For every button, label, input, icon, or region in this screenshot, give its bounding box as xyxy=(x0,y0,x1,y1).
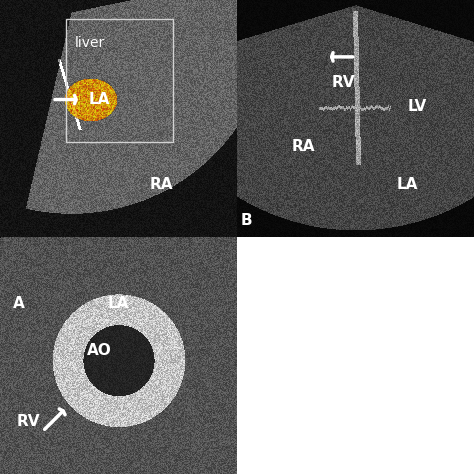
Text: AO: AO xyxy=(87,343,112,358)
Text: LA: LA xyxy=(89,92,110,107)
Bar xyxy=(66,19,173,142)
Text: RA: RA xyxy=(149,177,173,192)
Text: RA: RA xyxy=(292,139,315,155)
Text: LA: LA xyxy=(397,177,419,192)
Text: RV: RV xyxy=(332,75,356,91)
Text: LV: LV xyxy=(408,99,427,114)
Text: liver: liver xyxy=(75,36,105,50)
Text: A: A xyxy=(13,296,25,311)
Text: B: B xyxy=(241,213,252,228)
Text: RV: RV xyxy=(17,414,40,429)
Text: LA: LA xyxy=(108,296,129,311)
